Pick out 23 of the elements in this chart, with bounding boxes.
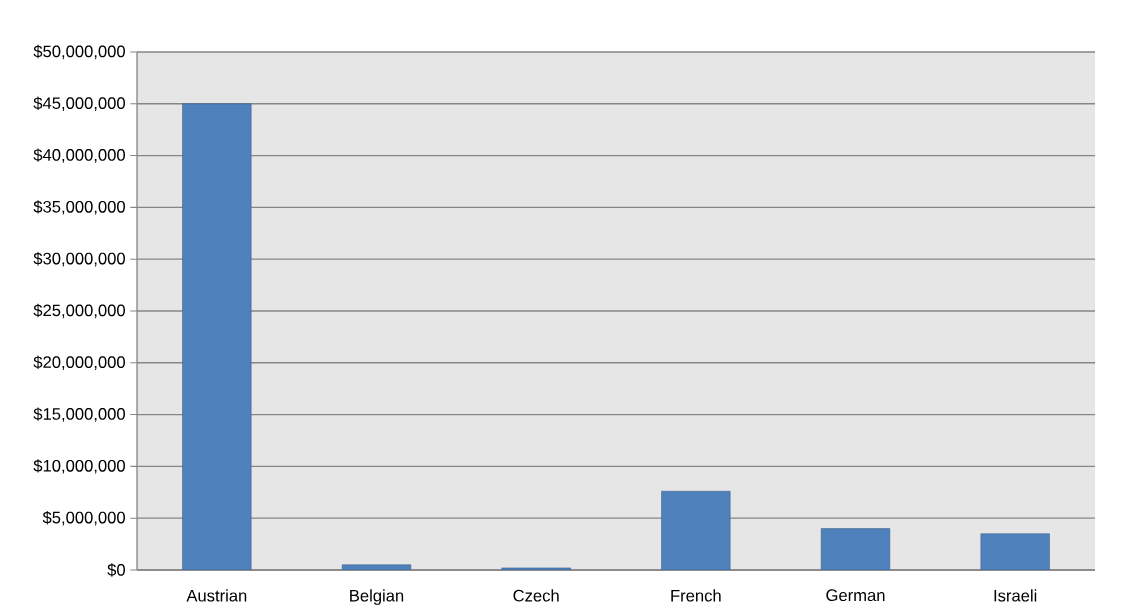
- y-tick-label: $40,000,000: [33, 148, 125, 163]
- y-tick-label: $50,000,000: [33, 44, 125, 60]
- x-tick-label: French: [671, 589, 721, 602]
- y-tick-label: $15,000,000: [33, 407, 125, 422]
- y-tick-label: $10,000,000: [33, 459, 125, 474]
- y-tick-label: $25,000,000: [33, 303, 125, 319]
- bar: [501, 567, 571, 570]
- y-tick-label: $5,000,000: [42, 510, 125, 526]
- x-tick-label: Austrian: [186, 589, 247, 602]
- y-tick-label: $35,000,000: [33, 200, 125, 215]
- x-tick-label: Czech: [513, 589, 559, 602]
- bar: [661, 490, 731, 570]
- x-tick-label: German: [826, 589, 885, 602]
- bar: [182, 103, 252, 570]
- bar: [341, 564, 412, 570]
- y-tick-label: $45,000,000: [33, 96, 125, 111]
- x-tick-label: Israeli: [994, 589, 1037, 602]
- y-tick-label: $0: [107, 563, 125, 577]
- bar: [980, 533, 1050, 570]
- bar: [820, 528, 891, 570]
- x-tick-label: Belgian: [350, 589, 404, 605]
- y-tick-label: $30,000,000: [33, 251, 125, 267]
- y-tick-label: $20,000,000: [33, 355, 125, 370]
